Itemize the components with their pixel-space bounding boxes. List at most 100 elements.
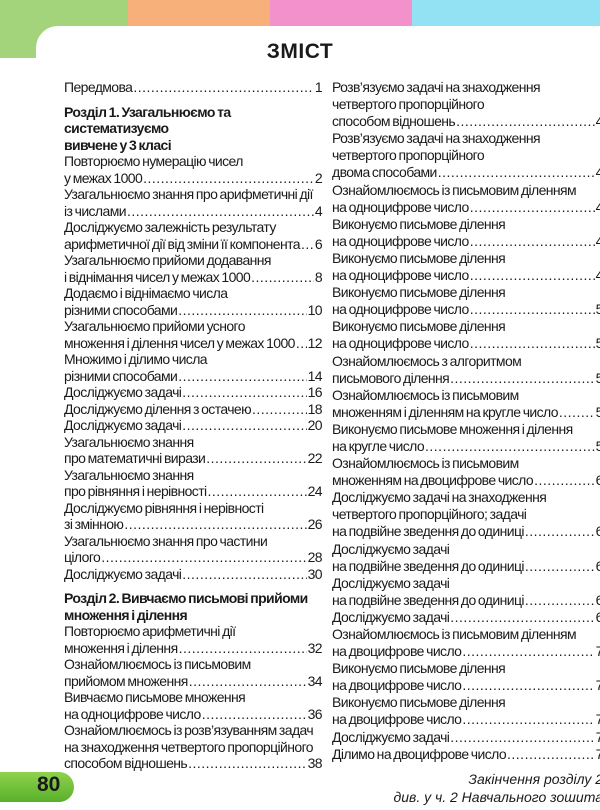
toc-entry[interactable]: Передмова 1 xyxy=(64,79,323,96)
toc-entry-last-line: на кругле число 58 xyxy=(332,438,600,455)
toc-right-column: Розв’язуємо задачі на знаходження четверт… xyxy=(332,79,600,763)
toc-entry[interactable]: Виконуємо письмове ділення на одноцифрове… xyxy=(332,318,600,352)
toc-entry[interactable]: Узагальнюємо прийоми усного множення і ді… xyxy=(64,318,323,351)
toc-entry[interactable]: Виконуємо письмове множення і ділення на … xyxy=(332,421,600,455)
toc-entry-last-line: множення і ділення 32 xyxy=(64,639,323,657)
toc-page-number: 46 xyxy=(595,232,600,249)
toc-page-number: 60 xyxy=(595,472,600,489)
toc-entry-last-line: на одноцифрове число 50 xyxy=(332,301,600,318)
toc-entry-last-line: на двоцифрове число 72 xyxy=(332,677,600,694)
toc-page-number: 66 xyxy=(595,591,600,608)
dot-leader xyxy=(438,164,595,181)
toc-entry-text: арифметичної дії від зміни її компонента xyxy=(64,235,301,252)
toc-entry-text: Узагальнюємо знання xyxy=(64,466,194,483)
toc-entry[interactable]: Ознайомлюємось із розв’язуванням задач на… xyxy=(64,722,323,772)
toc-entry[interactable]: Розв’язуємо задачі на знаходження четверт… xyxy=(332,130,600,181)
toc-entry-text: Розв’язуємо задачі на знаходження xyxy=(332,79,541,95)
toc-entry[interactable]: Виконуємо письмове ділення на одноцифрове… xyxy=(332,216,600,250)
toc-entry-text: Досліджуємо задачі на знаходження xyxy=(332,489,547,506)
toc-entry[interactable]: Ознайомлюємось із письмовим прийомом множ… xyxy=(64,656,323,690)
dot-leader xyxy=(559,404,595,421)
toc-entry[interactable]: Ознайомлюємось із письмовим діленням на о… xyxy=(332,182,600,216)
toc-entry[interactable]: Досліджуємо задачі 30 xyxy=(64,565,323,583)
toc-entry-last-line: на одноцифрове число 44 xyxy=(332,199,600,216)
dot-leader xyxy=(470,335,595,352)
toc-entry-text: Ознайомлюємось із письмовим xyxy=(64,656,251,672)
toc-entry-text: Ознайомлюємось із письмовим діленням xyxy=(332,181,577,198)
section-heading-line: Розділ 1. Узагальнюємо та систематизуємо xyxy=(64,103,231,137)
toc-entry[interactable]: Додаємо і віднімаємо числа різними способ… xyxy=(64,285,323,319)
toc-entry-last-line: зі змінною 26 xyxy=(64,516,323,533)
toc-entry-text: Досліджуємо задачі xyxy=(64,565,182,582)
section-heading-line: Розділ 2. Вивчаємо письмові прийоми xyxy=(64,590,308,606)
toc-entry[interactable]: Повторюємо арифметичні дії множення і діл… xyxy=(64,623,323,657)
toc-entry-text: множення і ділення чисел у межах 1000 xyxy=(64,334,295,351)
toc-entry[interactable]: Досліджуємо задачі на подвійне зведення д… xyxy=(332,575,600,609)
toc-page-number: 20 xyxy=(307,417,323,433)
toc-entry[interactable]: Досліджуємо задачі 20 xyxy=(64,417,323,434)
dot-leader xyxy=(425,438,595,455)
dot-leader xyxy=(127,203,314,220)
toc-entry-text: у межах 1000 xyxy=(64,169,143,186)
toc-entry[interactable]: Досліджуємо рівняння і нерівності зі змін… xyxy=(64,500,323,533)
toc-entry-last-line: про математичні вирази 22 xyxy=(64,450,323,467)
dot-leader xyxy=(178,302,306,319)
toc-entry-text: способом відношень xyxy=(332,113,456,130)
toc-entry-last-line: Досліджуємо задачі 20 xyxy=(64,417,323,434)
toc-entry[interactable]: Досліджуємо ділення з остачею 18 xyxy=(64,400,323,418)
toc-page-number: 22 xyxy=(307,450,323,466)
toc-entry-text: Досліджуємо ділення з остачею xyxy=(64,400,252,417)
toc-entry[interactable]: Ознайомлюємось із письмовим множенням на … xyxy=(332,455,600,489)
toc-entry[interactable]: Виконуємо письмове ділення на одноцифрове… xyxy=(332,250,600,284)
dot-leader xyxy=(179,640,307,657)
toc-entry[interactable]: Досліджуємо задачі 16 xyxy=(64,384,323,401)
toc-entry-text: четвертого пропорційного xyxy=(332,96,485,113)
toc-entry[interactable]: Узагальнюємо знання про арифметичні дії і… xyxy=(64,186,323,220)
toc-page-number: 10 xyxy=(307,301,323,318)
dot-leader xyxy=(202,706,307,723)
toc-entry-text: четвертого пропорційного; задачі xyxy=(332,506,527,523)
toc-entry-last-line: множенням і діленням на кругле число 56 xyxy=(332,404,600,421)
toc-entry[interactable]: Досліджуємо залежність результату арифмет… xyxy=(64,219,323,252)
toc-entry[interactable]: Досліджуємо задачі на знаходження четверт… xyxy=(332,489,600,540)
toc-entry[interactable]: Вивчаємо письмове множення на одноцифрове… xyxy=(64,689,323,723)
toc-entry[interactable]: Виконуємо письмове ділення на двоцифрове … xyxy=(332,660,600,694)
toc-page-number: 28 xyxy=(307,549,323,565)
toc-entry[interactable]: Виконуємо письмове ділення на одноцифрове… xyxy=(332,284,600,318)
dot-leader xyxy=(470,267,595,284)
toc-entry-text: Досліджуємо залежність результату xyxy=(64,219,276,235)
toc-entry[interactable]: Ознайомлюємось із письмовим множенням і д… xyxy=(332,387,600,421)
toc-entry[interactable]: Узагальнюємо знання про математичні вираз… xyxy=(64,434,323,467)
header-band-pink xyxy=(270,0,412,26)
dot-leader xyxy=(143,170,314,187)
toc-entry[interactable]: Ознайомлюємось з алгоритмом письмового ді… xyxy=(332,353,600,387)
toc-entry[interactable]: Ознайомлюємось із письмовим діленням на д… xyxy=(332,626,600,660)
toc-entry-text: способом відношень xyxy=(64,755,188,771)
toc-entry[interactable]: Виконуємо письмове ділення на двоцифрове … xyxy=(332,694,600,728)
toc-entry[interactable]: Досліджуємо задачі на подвійне зведення д… xyxy=(332,541,600,575)
toc-entry-text: множенням і діленням на кругле число xyxy=(332,403,559,420)
dot-leader xyxy=(462,643,594,660)
toc-entry[interactable]: Узагальнюємо прийоми додавання і відніман… xyxy=(64,252,323,285)
toc-page-number: 62 xyxy=(595,523,600,540)
toc-entry-last-line: Досліджуємо задачі 30 xyxy=(64,565,323,583)
toc-intro: Передмова 1 xyxy=(64,79,323,96)
dot-leader xyxy=(124,516,306,533)
toc-page-number: 58 xyxy=(595,437,600,454)
toc-page-number: 34 xyxy=(307,672,323,689)
toc-entry[interactable]: Розв’язуємо задачі на знаходження четверт… xyxy=(332,79,600,130)
toc-page-number: 32 xyxy=(307,639,323,656)
toc-entry[interactable]: Ділимо на двоцифрове число 78 xyxy=(332,746,600,763)
toc-entry-text: на кругле число xyxy=(332,437,425,454)
toc-entry[interactable]: Досліджуємо задачі 76 xyxy=(332,729,600,746)
dot-leader xyxy=(462,711,594,728)
toc-entry[interactable]: Узагальнюємо знання про рівняння і нерівн… xyxy=(64,466,323,500)
toc-page-number: 76 xyxy=(595,728,600,745)
toc-entry-text: Повторюємо арифметичні дії xyxy=(64,623,236,639)
toc-entry[interactable]: Досліджуємо задачі 68 xyxy=(332,609,600,626)
dot-leader xyxy=(189,673,307,690)
toc-entry-text: Узагальнюємо прийоми додавання xyxy=(64,252,271,268)
